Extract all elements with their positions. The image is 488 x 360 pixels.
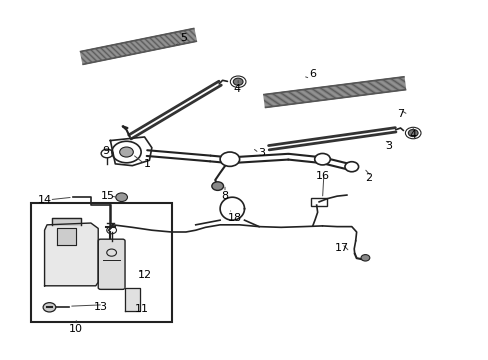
Text: 8: 8 xyxy=(221,191,228,201)
Circle shape xyxy=(233,78,243,85)
Text: 12: 12 xyxy=(137,270,151,280)
Circle shape xyxy=(211,182,223,190)
Text: 14: 14 xyxy=(38,195,52,205)
Circle shape xyxy=(344,162,358,172)
FancyBboxPatch shape xyxy=(98,239,125,289)
Polygon shape xyxy=(44,223,98,286)
Text: 11: 11 xyxy=(135,304,149,314)
Circle shape xyxy=(120,147,133,157)
Text: 3: 3 xyxy=(258,148,264,158)
Text: 10: 10 xyxy=(69,324,83,334)
Text: 2: 2 xyxy=(365,173,372,183)
Bar xyxy=(31,203,172,321)
Text: 13: 13 xyxy=(94,302,107,312)
Circle shape xyxy=(116,193,127,202)
Text: 6: 6 xyxy=(308,69,316,79)
Circle shape xyxy=(43,303,56,312)
Circle shape xyxy=(407,130,417,136)
Circle shape xyxy=(314,153,330,165)
Text: 1: 1 xyxy=(143,159,150,169)
Text: 18: 18 xyxy=(227,213,241,222)
Polygon shape xyxy=(125,288,140,311)
Polygon shape xyxy=(57,228,76,244)
Text: 9: 9 xyxy=(102,146,109,156)
Circle shape xyxy=(220,152,239,166)
Text: 3: 3 xyxy=(384,141,391,151)
Text: 4: 4 xyxy=(233,84,240,94)
Text: 5: 5 xyxy=(180,33,187,43)
Text: 4: 4 xyxy=(408,130,415,140)
Polygon shape xyxy=(52,218,81,225)
Text: 17: 17 xyxy=(334,243,348,253)
Text: 15: 15 xyxy=(101,191,115,201)
Text: 16: 16 xyxy=(315,171,329,181)
Circle shape xyxy=(360,255,369,261)
Text: 7: 7 xyxy=(396,109,403,119)
